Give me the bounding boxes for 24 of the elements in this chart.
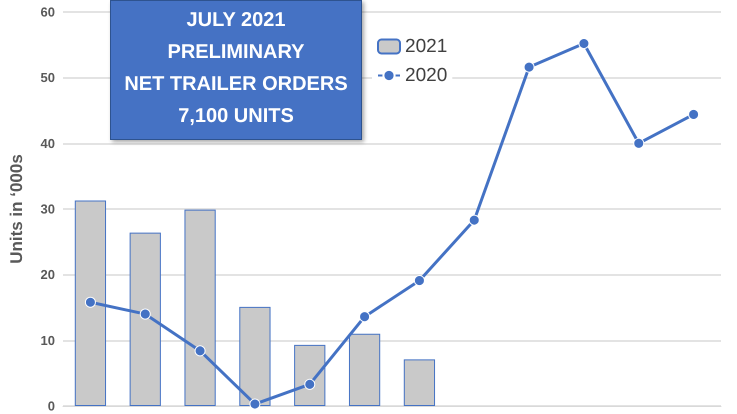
point bbox=[249, 398, 260, 410]
y-tick-label: 60 bbox=[40, 4, 55, 20]
point bbox=[578, 38, 590, 50]
y-tick-label: 0 bbox=[48, 398, 55, 414]
text: JULY 2021 PRELIMINARY NET TRAILER ORDERS 7,100 UNITS bbox=[124, 9, 348, 127]
y-axis-title: Units in ‘000s bbox=[7, 154, 26, 264]
point bbox=[84, 296, 96, 308]
point bbox=[688, 108, 700, 120]
point bbox=[194, 345, 206, 356]
bar bbox=[404, 359, 436, 406]
y-tick-label: 30 bbox=[40, 202, 55, 216]
point bbox=[414, 275, 425, 286]
point bbox=[140, 308, 151, 320]
point bbox=[524, 62, 535, 73]
point bbox=[359, 311, 370, 322]
y-tick-label: 20 bbox=[40, 267, 55, 282]
point bbox=[633, 138, 644, 149]
y-tick-label: 10 bbox=[40, 332, 55, 348]
y-tick-label: 50 bbox=[40, 70, 55, 86]
point bbox=[468, 214, 480, 226]
y-tick-label: 40 bbox=[40, 136, 55, 151]
point bbox=[304, 378, 316, 390]
legend-label: 2021 bbox=[405, 36, 448, 57]
legend-label: 2020 bbox=[405, 65, 448, 86]
